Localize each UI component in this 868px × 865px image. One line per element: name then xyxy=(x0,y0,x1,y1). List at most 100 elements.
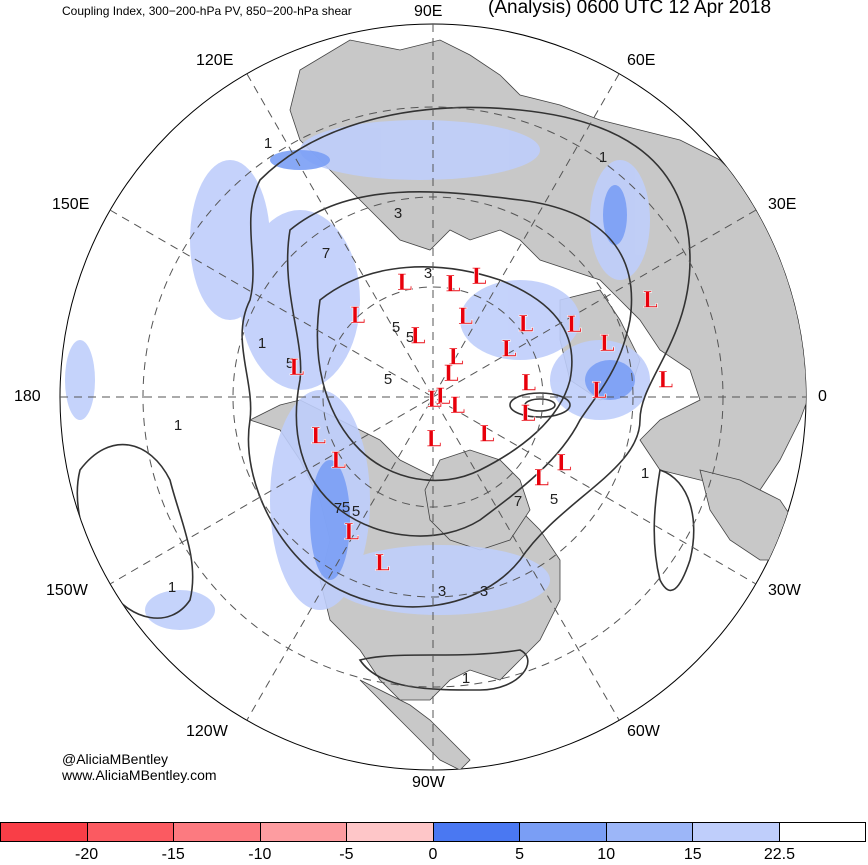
shade-region xyxy=(460,280,580,360)
legend-swatch xyxy=(1,823,88,841)
longitude-label-30w: 30W xyxy=(768,582,801,599)
contour-label: 5 xyxy=(286,355,294,372)
pv-contour xyxy=(509,392,571,418)
color-scale-legend: -20 -15 -10 -5 0 5 10 15 22.5 xyxy=(0,822,868,865)
contour-label: 3 xyxy=(480,583,488,600)
low-pressure-marker: L xyxy=(599,331,614,357)
low-pressure-marker: L xyxy=(518,312,533,338)
low-pressure-marker: L xyxy=(658,368,673,394)
coupling-index-shading xyxy=(65,120,650,630)
contour-label: 1 xyxy=(264,135,272,152)
contour-label: 1 xyxy=(462,670,470,687)
coupling-index-shading-strong xyxy=(270,150,635,580)
low-pressure-marker: L xyxy=(445,272,460,298)
legend-tick: -15 xyxy=(161,846,185,863)
legend-swatch xyxy=(174,823,261,841)
low-pressure-marker: L xyxy=(350,303,365,329)
low-pressure-marker: L xyxy=(520,401,535,427)
longitude-label-180: 180 xyxy=(14,388,41,405)
low-pressure-marker: L xyxy=(410,323,425,349)
low-pressure-marker: L xyxy=(311,424,326,450)
pv-contour xyxy=(286,191,633,537)
longitude-label-60e: 60E xyxy=(627,52,656,69)
legend-color-bar xyxy=(0,822,866,842)
legend-tick: -10 xyxy=(248,846,272,863)
legend-tick: -20 xyxy=(75,846,99,863)
shade-region xyxy=(585,360,635,400)
contour-label: 1 xyxy=(641,465,649,482)
low-pressure-marker: L xyxy=(448,344,463,370)
contour-label: 3 xyxy=(424,265,432,282)
low-pressure-marker: L xyxy=(426,427,441,453)
contour-label: 5 xyxy=(550,491,558,508)
contour-label: 3 xyxy=(438,583,446,600)
legend-swatch xyxy=(433,823,520,841)
longitude-label-120w: 120W xyxy=(186,723,228,740)
low-pressure-marker: L xyxy=(374,550,389,576)
shade-region xyxy=(240,210,360,390)
contour-label: 1 xyxy=(168,579,176,596)
low-pressure-marker: L xyxy=(591,378,606,404)
longitude-label-0: 0 xyxy=(818,388,827,405)
contour-label: 1 xyxy=(599,149,607,166)
pv-contour xyxy=(316,266,573,482)
longitude-label-90w: 90W xyxy=(412,774,445,791)
central-america-landmass xyxy=(359,679,471,770)
map-subtitle: Coupling Index, 300−200-hPa PV, 850−200-… xyxy=(62,4,352,18)
contour-label: 1 xyxy=(258,335,266,352)
low-pressure-marker: L xyxy=(344,520,359,546)
longitude-label-30e: 30E xyxy=(768,196,797,213)
low-pressure-marker: L xyxy=(479,422,494,448)
legend-tick: 5 xyxy=(515,846,525,863)
legend-swatch xyxy=(693,823,780,841)
contour-label: 5 xyxy=(392,319,400,336)
low-pressure-marker: L xyxy=(435,384,450,410)
low-pressure-marker: L xyxy=(450,393,465,419)
low-pressure-marker: L xyxy=(397,270,412,296)
contour-label: 5 xyxy=(342,499,350,516)
shade-region xyxy=(65,340,95,420)
low-pressure-marker: L xyxy=(566,312,581,338)
shade-region xyxy=(270,150,330,170)
legend-swatch xyxy=(347,823,434,841)
contour-label: 3 xyxy=(394,205,402,222)
meridian xyxy=(246,73,620,721)
contour-label: 1 xyxy=(174,417,182,434)
map-title: (Analysis) 0600 UTC 12 Apr 2018 xyxy=(488,0,772,18)
pv-contours xyxy=(76,106,695,691)
contour-label: 7 xyxy=(514,493,522,510)
low-pressure-marker: L xyxy=(289,355,304,381)
legend-swatch xyxy=(87,823,174,841)
low-pressure-marker: L xyxy=(458,304,473,330)
contour-label: 7 xyxy=(334,500,342,517)
credit-handle: @AliciaMBentley xyxy=(62,751,169,767)
greenland-landmass xyxy=(424,449,531,551)
shade-region xyxy=(603,185,627,245)
lat-lon-grid xyxy=(60,24,806,770)
longitude-label-150e: 150E xyxy=(52,196,90,213)
meridian xyxy=(246,73,620,721)
shade-region xyxy=(300,120,540,180)
low-pressure-marker: L xyxy=(427,387,442,413)
shade-region xyxy=(330,545,550,615)
legend-tick: 15 xyxy=(683,846,702,863)
low-pressure-marker: L xyxy=(534,466,549,492)
low-pressure-marker: L xyxy=(556,451,571,477)
legend-swatch xyxy=(520,823,607,841)
meridian xyxy=(109,209,757,585)
legend-swatch xyxy=(260,823,347,841)
longitude-label-120e: 120E xyxy=(196,52,234,69)
low-pressure-marker: L xyxy=(471,264,486,290)
low-pressure-marker: L xyxy=(501,337,516,363)
credit-website: www.AliciaMBentley.com xyxy=(62,767,217,783)
legend-tick: 0 xyxy=(428,846,438,863)
low-pressure-marker: L xyxy=(521,371,536,397)
contour-label: 5 xyxy=(384,371,392,388)
legend-swatch xyxy=(606,823,693,841)
pv-contour xyxy=(653,468,695,592)
longitude-label-60w: 60W xyxy=(627,723,660,740)
low-pressure-marker: L xyxy=(443,361,458,387)
